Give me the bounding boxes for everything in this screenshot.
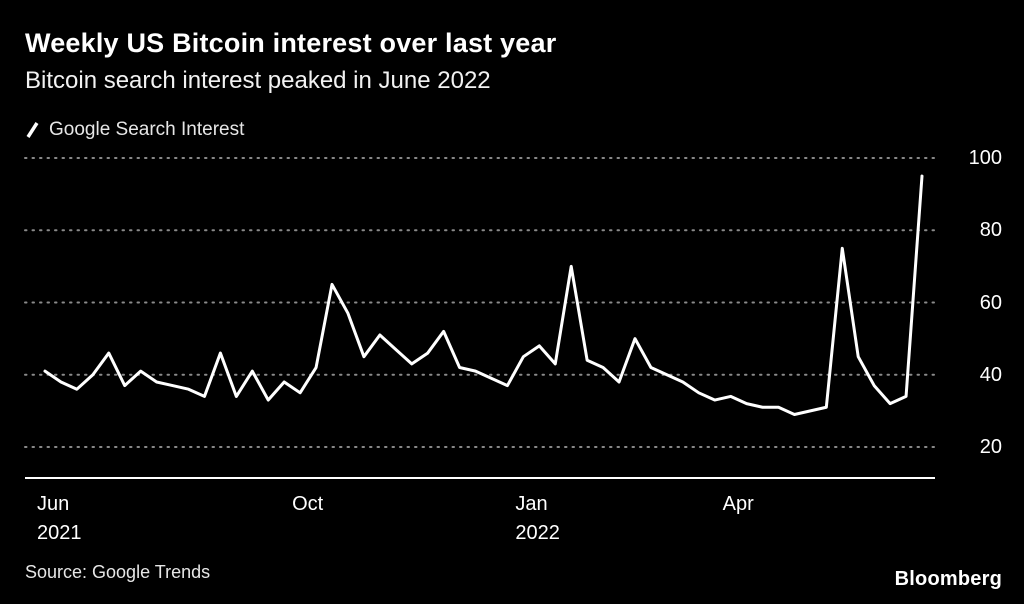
y-axis-label: 20 — [979, 436, 1002, 458]
x-axis-label: Jun 2021 — [37, 490, 82, 548]
legend: Google Search Interest — [25, 119, 244, 141]
x-tick-month: Apr — [722, 493, 754, 515]
legend-label: Google Search Interest — [49, 119, 245, 140]
y-axis-label: 80 — [979, 219, 1002, 242]
chart-title: Weekly US Bitcoin interest over last yea… — [25, 28, 557, 58]
series-slash-icon — [26, 122, 39, 138]
chart-subtitle: Bitcoin search interest peaked in June 2… — [25, 67, 491, 94]
source-note: Source: Google Trends — [25, 562, 211, 582]
x-tick-year: 2021 — [37, 522, 82, 544]
x-tick-month: Jun — [37, 493, 70, 515]
x-axis-label: Oct — [292, 490, 323, 519]
bloomberg-logo: Bloomberg — [894, 568, 1002, 590]
series-line — [43, 174, 924, 416]
x-axis-label: Apr — [723, 490, 754, 519]
x-tick-year: 2022 — [515, 522, 560, 544]
x-axis-label: Jan 2022 — [515, 490, 560, 548]
y-axis-label: 60 — [979, 291, 1002, 314]
y-axis-label: 40 — [979, 363, 1002, 386]
x-tick-month: Jan — [515, 493, 548, 515]
x-tick-month: Oct — [292, 493, 324, 515]
y-axis-label: 100 — [968, 147, 1002, 169]
